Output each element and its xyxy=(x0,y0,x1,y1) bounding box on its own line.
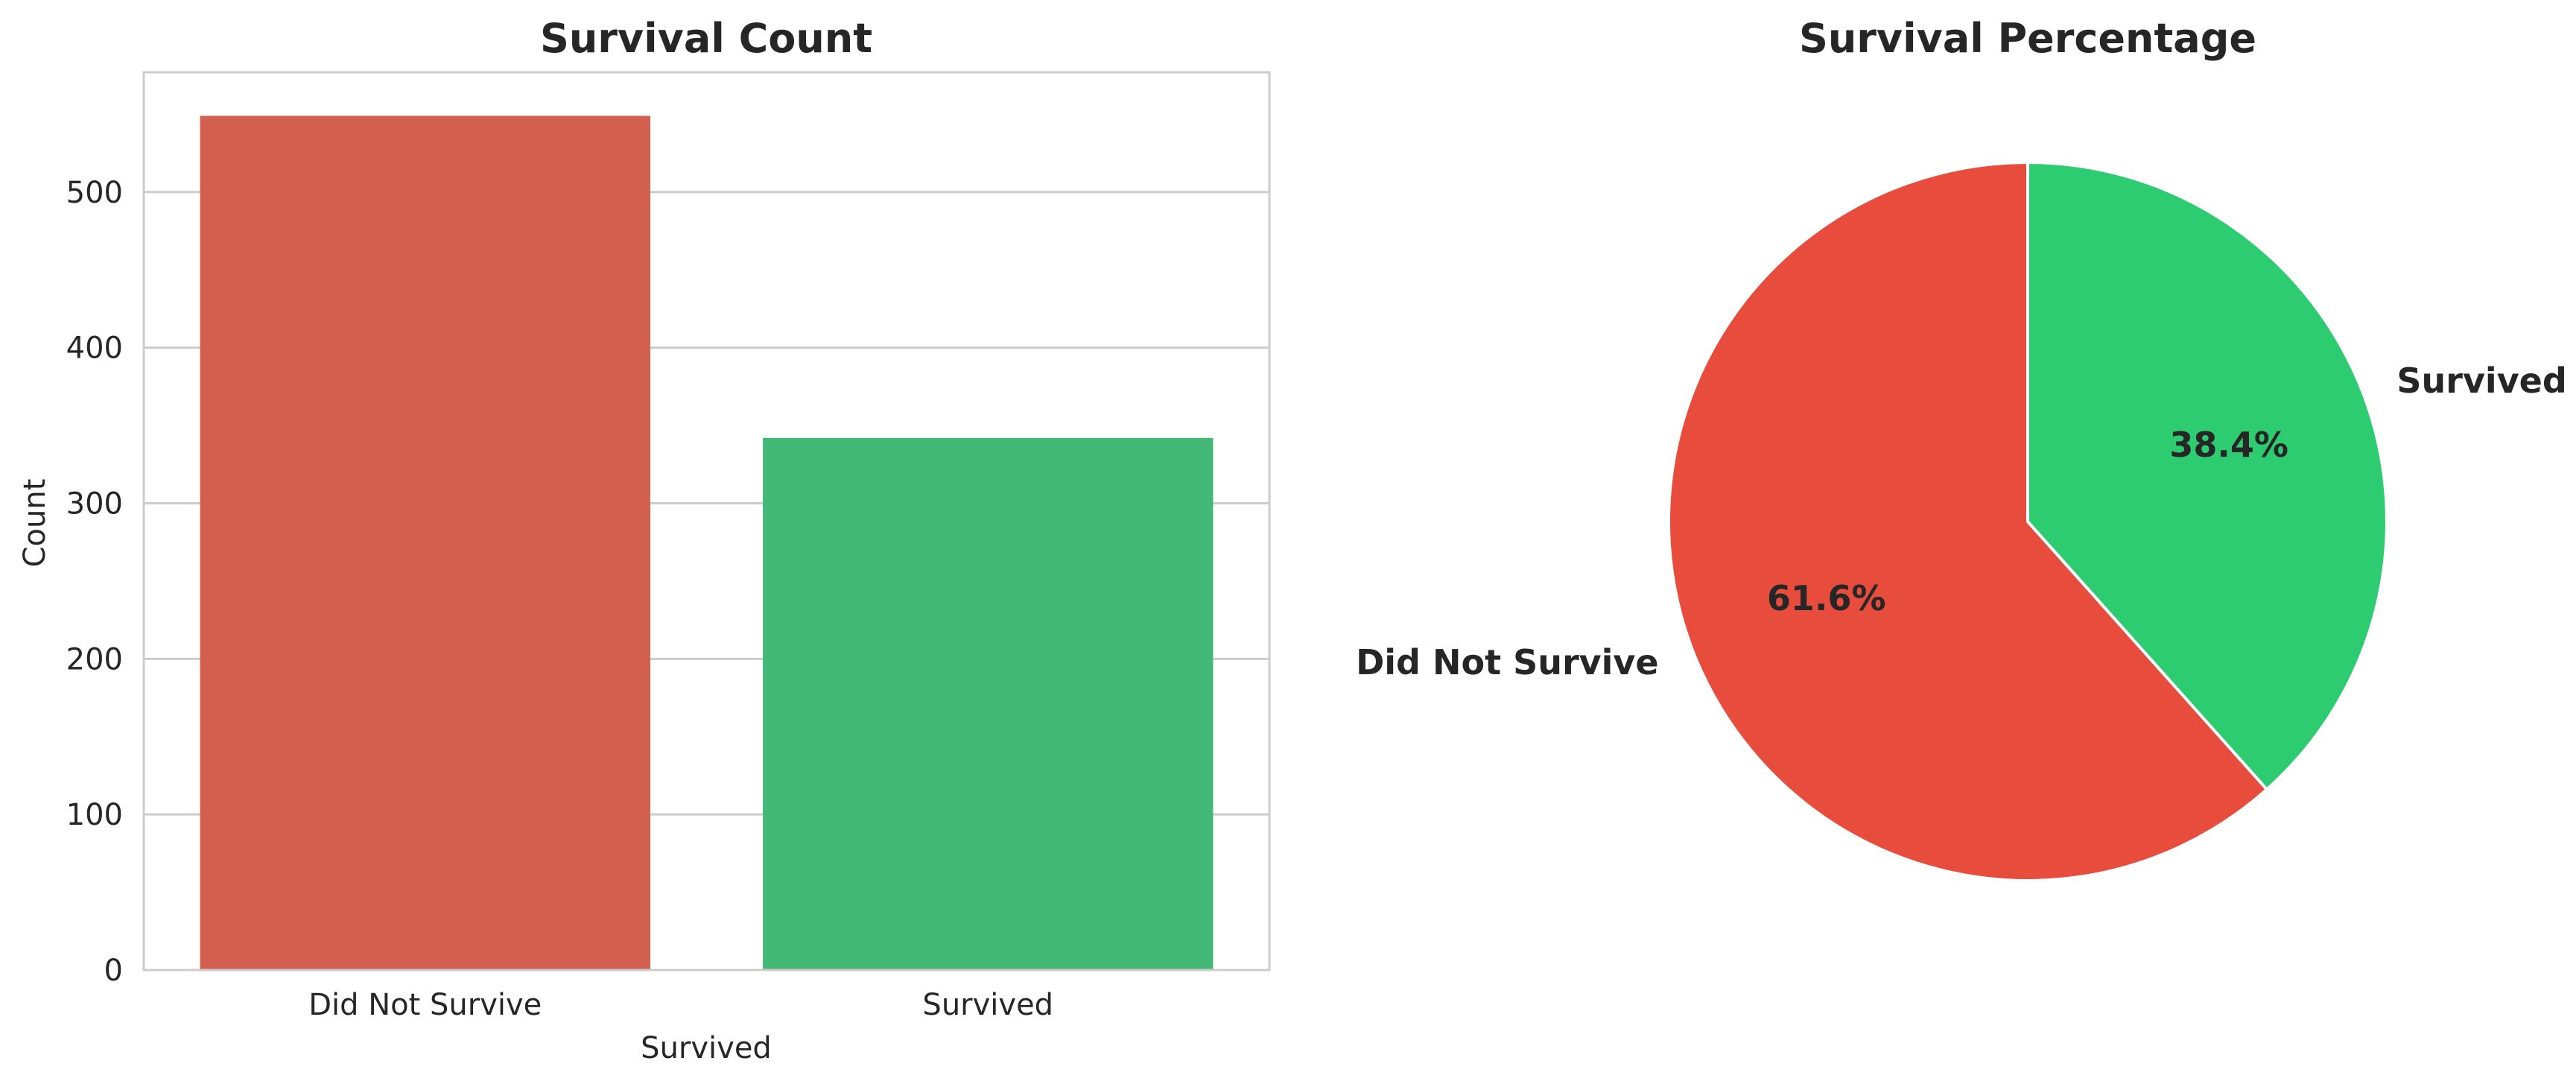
pie-category-label: Did Not Survive xyxy=(1356,642,1659,682)
bar-y-axis-label: Count xyxy=(18,479,52,568)
bar-chart-title: Survival Count xyxy=(540,15,872,62)
pie-slice-did-not-survive xyxy=(1667,160,2269,882)
bar-x-tick-label: Did Not Survive xyxy=(308,988,542,1022)
pie-chart-title: Survival Percentage xyxy=(1799,15,2256,62)
pie-slice-survived xyxy=(2026,160,2388,792)
bar-x-axis-label: Survived xyxy=(641,1031,772,1065)
bar-y-tick-label: 200 xyxy=(66,642,123,676)
pie-category-label: Survived xyxy=(2396,361,2566,401)
bar-plot-frame xyxy=(142,71,1271,972)
bar-y-tick-label: 0 xyxy=(104,954,123,988)
bar-series xyxy=(200,115,1214,971)
pie-percent-label: 61.6% xyxy=(1767,578,1886,618)
pie-chart: Survival Percentage 61.6% Did Not Survive… xyxy=(1356,15,2567,882)
bar-x-tick-label: Survived xyxy=(922,988,1053,1022)
bar-y-tick-label: 100 xyxy=(66,798,123,832)
bar-y-tick-label: 500 xyxy=(66,176,123,210)
bar-did-not-survive xyxy=(200,115,650,971)
pie-percent-label: 38.4% xyxy=(2169,425,2288,465)
bar-chart: Survival Count 0 100 200 300 400 500 Did Not … xyxy=(18,15,1271,1065)
bar-x-ticks: Did Not Survive Survived xyxy=(308,988,1053,1022)
bar-y-ticks: 0 100 200 300 400 500 xyxy=(66,176,123,988)
bar-y-tick-label: 300 xyxy=(66,487,123,521)
bar-y-tick-label: 400 xyxy=(66,332,123,366)
pie-slices xyxy=(1667,160,2388,882)
bar-survived xyxy=(763,437,1214,970)
pie-labels: 61.6% Did Not Survive 38.4% Survived xyxy=(1356,361,2567,682)
